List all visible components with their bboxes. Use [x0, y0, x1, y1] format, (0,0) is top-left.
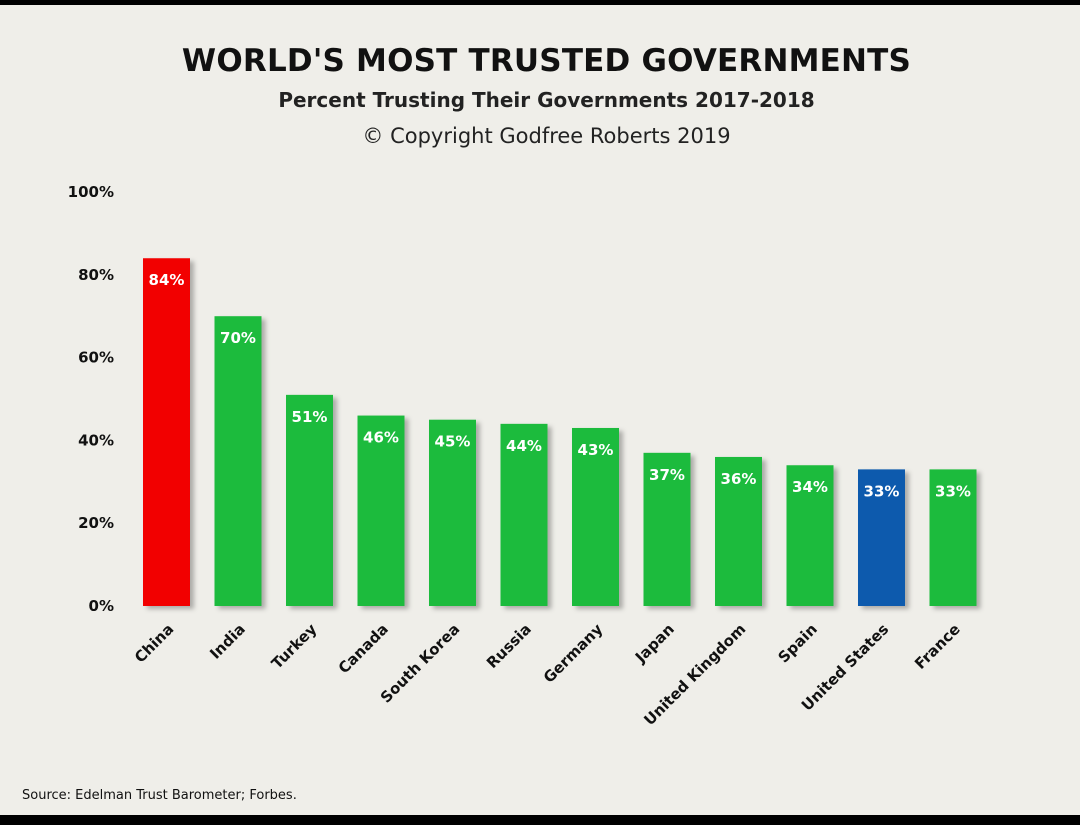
- bar-united-kingdom: [715, 456, 762, 606]
- bars-group: [143, 258, 977, 606]
- y-tick-label: 100%: [68, 183, 114, 201]
- y-tick-label: 60%: [78, 349, 114, 367]
- chart-title: WORLD'S MOST TRUSTED GOVERNMENTS: [181, 43, 912, 79]
- y-axis: 0% 20% 40% 60% 80% 100%: [68, 183, 114, 615]
- bar-germany: [572, 427, 619, 606]
- bar-france: [929, 469, 977, 606]
- data-label-japan: 37%: [649, 466, 685, 484]
- data-label-france: 33%: [935, 482, 971, 500]
- bar-china: [143, 258, 190, 606]
- category-label-china: China: [131, 620, 177, 666]
- bar-united-states: [858, 469, 905, 606]
- y-tick-label: 80%: [78, 266, 114, 284]
- data-label-india: 70%: [220, 329, 256, 347]
- data-label-south-korea: 45%: [435, 433, 471, 451]
- category-label-spain: Spain: [775, 620, 821, 666]
- category-label-france: France: [911, 620, 964, 673]
- data-label-spain: 34%: [792, 478, 828, 496]
- y-tick-label: 0%: [89, 597, 114, 615]
- bar-japan: [643, 452, 691, 606]
- bar-india: [214, 316, 262, 606]
- category-label-india: India: [206, 620, 249, 663]
- data-label-china: 84%: [149, 271, 185, 289]
- data-label-turkey: 51%: [292, 408, 328, 426]
- data-label-united-states: 33%: [864, 482, 900, 500]
- chart-subtitle: Percent Trusting Their Governments 2017-…: [278, 88, 815, 112]
- data-label-united-kingdom: 36%: [721, 470, 757, 488]
- data-label-russia: 44%: [506, 437, 542, 455]
- copyright-notice: © Copyright Godfree Roberts 2019: [362, 124, 731, 148]
- y-tick-label: 40%: [78, 431, 114, 449]
- bar-south-korea: [429, 419, 476, 606]
- data-labels-group: 84% 70% 51% 46% 45% 44% 43% 37% 36% 34% 33% 33%: [149, 271, 971, 500]
- bar-canada: [357, 415, 405, 606]
- category-label-russia: Russia: [483, 620, 535, 672]
- category-label-japan: Japan: [631, 620, 678, 667]
- bar-russia: [500, 423, 548, 606]
- category-label-canada: Canada: [335, 620, 392, 677]
- category-label-germany: Germany: [540, 620, 607, 687]
- source-note: Source: Edelman Trust Barometer; Forbes.: [22, 788, 297, 803]
- data-label-germany: 43%: [578, 441, 614, 459]
- bar-spain: [786, 465, 834, 606]
- data-label-canada: 46%: [363, 429, 399, 447]
- category-label-turkey: Turkey: [268, 620, 321, 673]
- bar-turkey: [286, 394, 333, 606]
- y-tick-label: 20%: [78, 514, 114, 532]
